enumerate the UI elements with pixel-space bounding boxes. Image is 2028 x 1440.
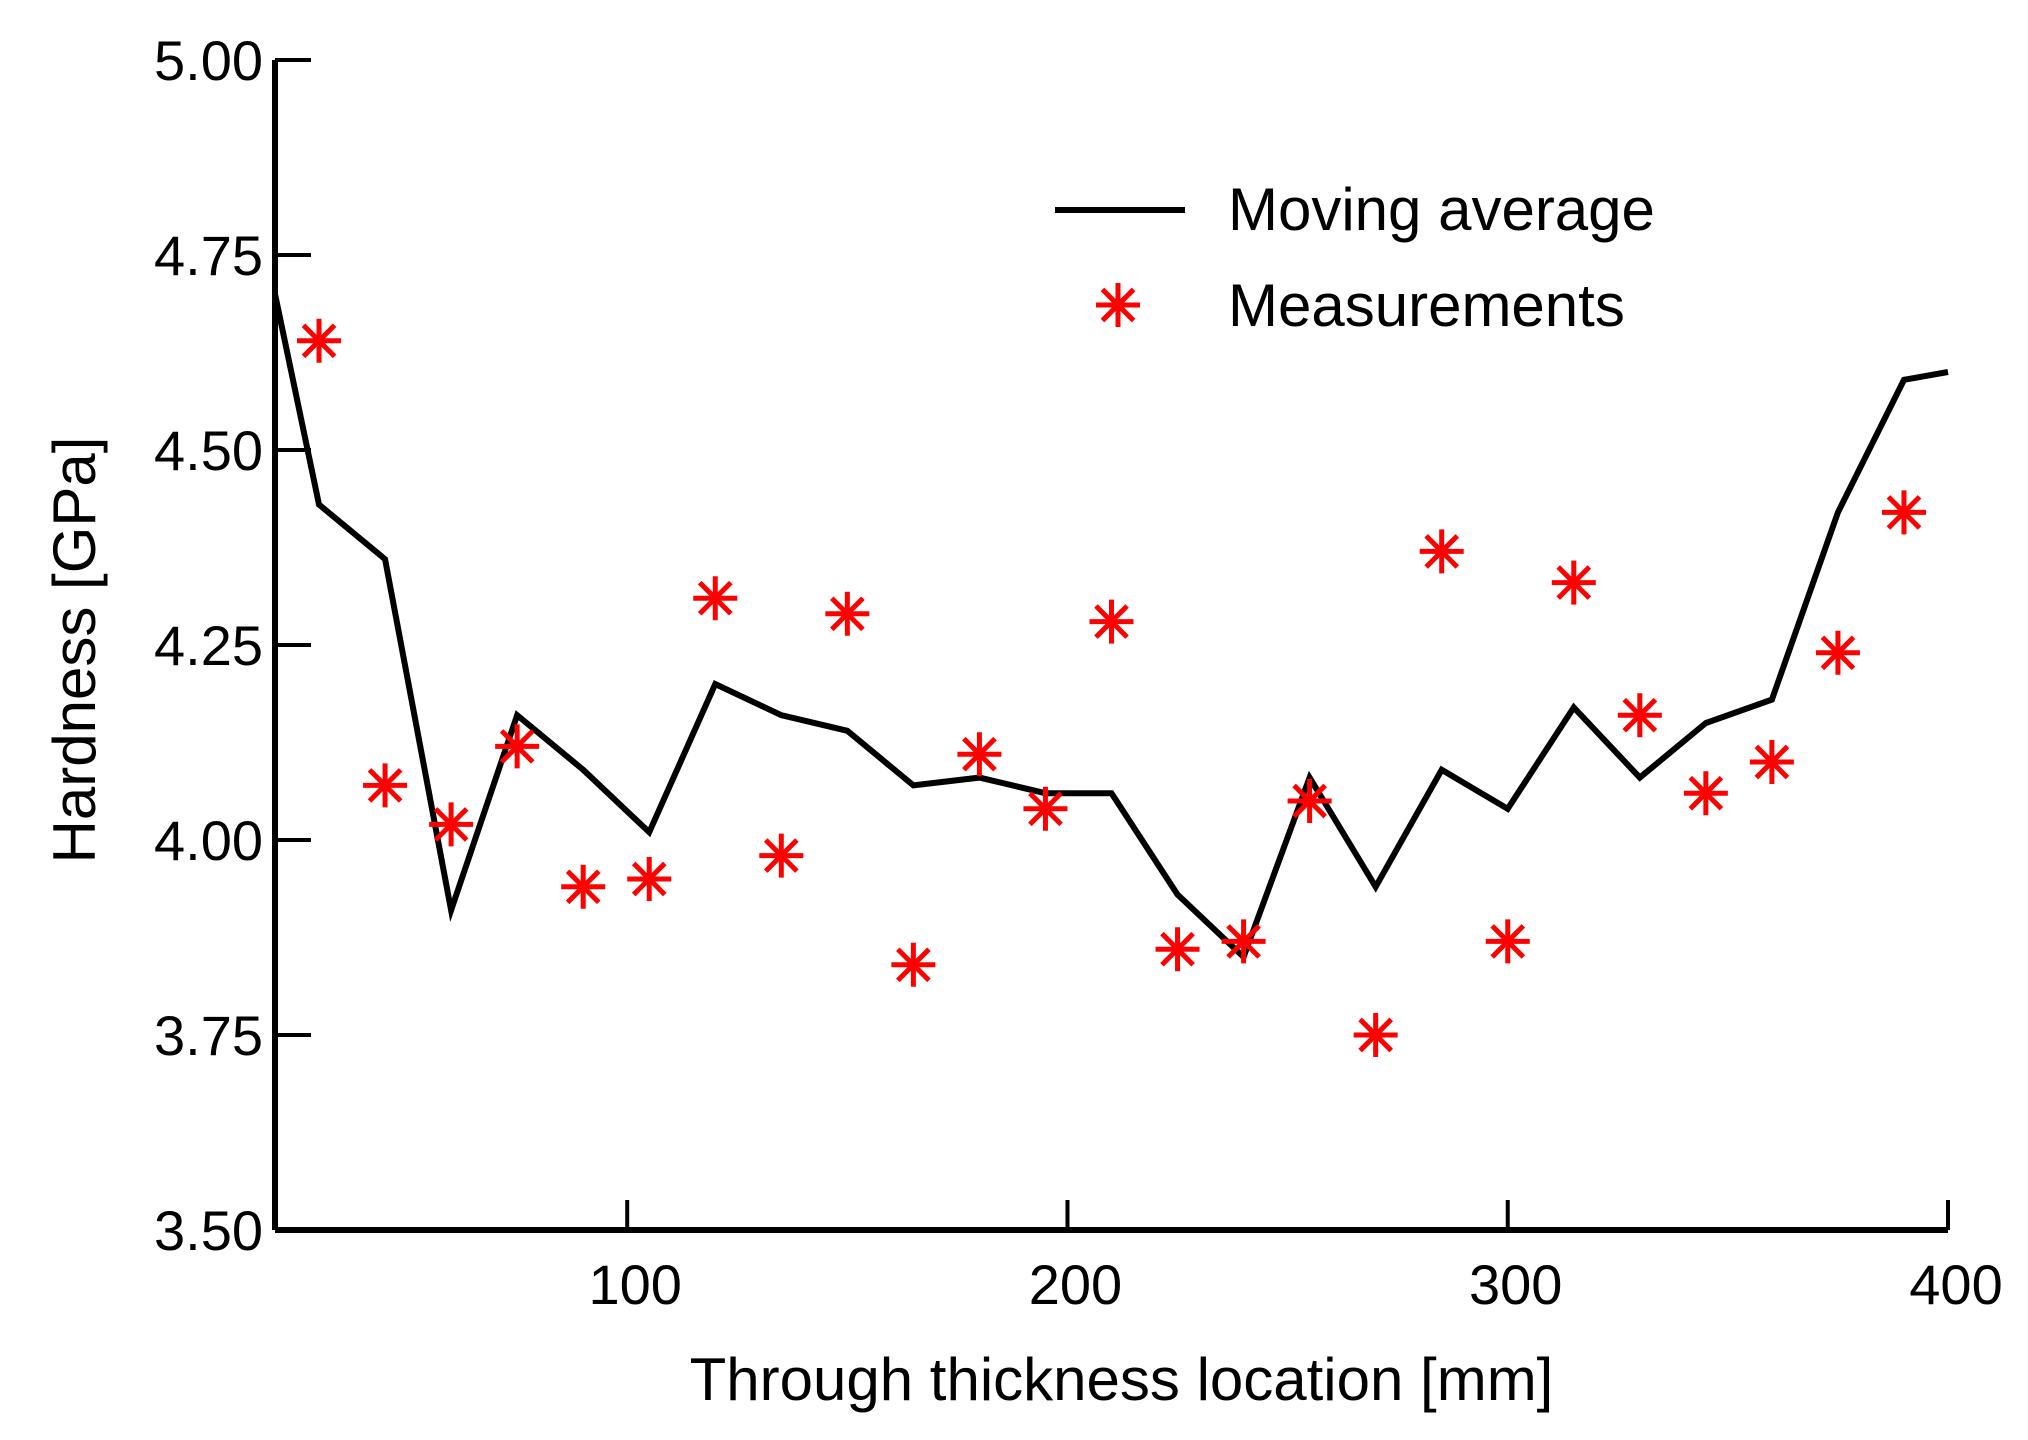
x-axis-title: Through thickness location [mm] (690, 1346, 1554, 1413)
measurement-point (1749, 740, 1794, 784)
measurement-point (1221, 919, 1266, 964)
measurement-point (891, 942, 936, 987)
measurement-point (1815, 630, 1860, 675)
measurement-point (627, 857, 672, 901)
measurement-point (1485, 919, 1530, 964)
measurement-point (1023, 786, 1068, 831)
measurement-point (1419, 529, 1464, 574)
measurement-point (429, 802, 474, 847)
legend-label-measurements: Measurements (1228, 272, 1625, 339)
legend-label-moving-average: Moving average (1228, 176, 1655, 243)
measurement-point (1881, 490, 1926, 535)
measurement-point (693, 576, 738, 621)
measurement-point (495, 724, 540, 769)
y-ticks: 3.50 3.75 4.00 4.25 4.50 4.75 5.00 (154, 29, 311, 1262)
measurement-point (1287, 779, 1332, 823)
measurement-point (825, 591, 870, 636)
measurement-point (363, 763, 408, 808)
legend: Moving average Measurements (1055, 176, 1655, 339)
x-tick-label: 300 (1469, 1253, 1562, 1316)
measurement-point (1551, 560, 1596, 605)
plot-area (272, 293, 1949, 1057)
x-tick-label: 200 (1029, 1253, 1122, 1316)
x-tick-label: 400 (1909, 1253, 2002, 1316)
legend-asterisk-icon (1096, 283, 1140, 327)
measurement-point (759, 833, 804, 878)
measurement-point (297, 318, 342, 363)
measurement-point (1617, 693, 1662, 738)
y-tick-label: 5.00 (154, 29, 263, 92)
moving-average-line (272, 293, 1949, 963)
y-tick-label: 4.00 (154, 809, 263, 872)
y-tick-label: 3.75 (154, 1004, 263, 1067)
x-ticks: 100 200 300 400 (588, 1200, 2003, 1316)
measurement-point (1089, 599, 1134, 644)
measurement-point (1683, 771, 1728, 816)
legend-swatch-measurements (1096, 283, 1140, 327)
y-tick-label: 4.50 (154, 419, 263, 482)
measurement-point (1353, 1013, 1398, 1057)
y-tick-label: 4.25 (154, 614, 263, 677)
y-axis-title: Hardness [GPa] (41, 437, 108, 864)
y-tick-label: 3.50 (154, 1199, 263, 1262)
measurement-point (1155, 927, 1200, 972)
x-tick-label: 100 (588, 1253, 681, 1316)
y-tick-label: 4.75 (154, 224, 263, 287)
measurement-point (957, 732, 1002, 777)
measurement-point (561, 864, 606, 909)
